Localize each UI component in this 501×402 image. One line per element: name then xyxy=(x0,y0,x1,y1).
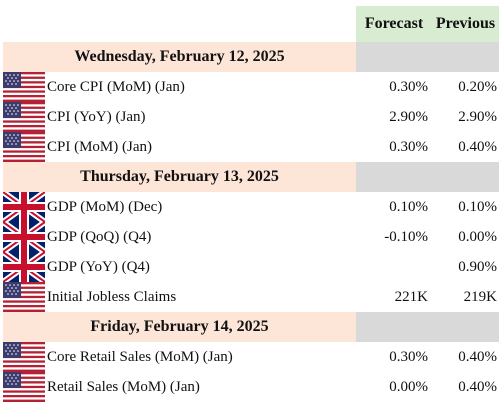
date-label: Wednesday, February 12, 2025 xyxy=(3,42,356,72)
event-row[interactable]: CPI (YoY) (Jan) 2.90% 2.90% xyxy=(3,102,499,132)
forecast-value: 221K xyxy=(394,288,428,305)
forecast-value: -0.10% xyxy=(384,228,428,245)
forecast-value: 0.30% xyxy=(389,138,428,155)
us-flag-icon xyxy=(3,372,45,402)
event-name: Core CPI (MoM) (Jan) xyxy=(47,78,185,95)
previous-value: 0.40% xyxy=(458,378,497,395)
forecast-value: 0.10% xyxy=(389,198,428,215)
event-row[interactable]: Core CPI (MoM) (Jan) 0.30% 0.20% xyxy=(3,72,499,102)
event-row[interactable]: Core Retail Sales (MoM) (Jan) 0.30% 0.40% xyxy=(3,342,499,372)
event-name: Retail Sales (MoM) (Jan) xyxy=(47,378,200,395)
event-name: Core Retail Sales (MoM) (Jan) xyxy=(47,348,233,365)
date-row: Friday, February 14, 2025 xyxy=(3,312,499,342)
previous-value: 0.40% xyxy=(458,348,497,365)
date-label: Friday, February 14, 2025 xyxy=(3,312,356,342)
event-row[interactable]: GDP (YoY) (Q4) 0.90% xyxy=(3,252,499,282)
previous-value: 219K xyxy=(463,288,497,305)
forecast-column-header: Forecast xyxy=(356,6,432,42)
forecast-value: 0.30% xyxy=(389,78,428,95)
date-row-filler xyxy=(356,42,499,72)
event-name: GDP (YoY) (Q4) xyxy=(47,258,150,275)
uk-flag-icon xyxy=(3,192,45,222)
event-row[interactable]: Retail Sales (MoM) (Jan) 0.00% 0.40% xyxy=(3,372,499,402)
previous-column-header: Previous xyxy=(432,6,499,42)
date-row-filler xyxy=(356,312,499,342)
us-flag-icon xyxy=(3,102,45,132)
previous-value: 0.90% xyxy=(458,258,497,275)
uk-flag-icon xyxy=(3,252,45,282)
event-row[interactable]: GDP (MoM) (Dec) 0.10% 0.10% xyxy=(3,192,499,222)
event-row[interactable]: Initial Jobless Claims 221K 219K xyxy=(3,282,499,312)
us-flag-icon xyxy=(3,282,45,312)
previous-value: 0.40% xyxy=(458,138,497,155)
event-name: GDP (MoM) (Dec) xyxy=(47,198,163,215)
us-flag-icon xyxy=(3,342,45,372)
economic-calendar-table: Forecast Previous Wednesday, February 12… xyxy=(3,6,499,402)
previous-value: 2.90% xyxy=(458,108,497,125)
date-row: Wednesday, February 12, 2025 xyxy=(3,42,499,72)
previous-value: 0.20% xyxy=(458,78,497,95)
previous-value: 0.00% xyxy=(458,228,497,245)
forecast-value: 0.00% xyxy=(389,378,428,395)
forecast-value: 0.30% xyxy=(389,348,428,365)
us-flag-icon xyxy=(3,132,45,162)
event-row[interactable]: CPI (MoM) (Jan) 0.30% 0.40% xyxy=(3,132,499,162)
us-flag-icon xyxy=(3,72,45,102)
event-name: Initial Jobless Claims xyxy=(47,288,177,305)
uk-flag-icon xyxy=(3,222,45,252)
event-name: CPI (YoY) (Jan) xyxy=(47,108,146,125)
date-label: Thursday, February 13, 2025 xyxy=(3,162,356,192)
previous-value: 0.10% xyxy=(458,198,497,215)
date-row-filler xyxy=(356,162,499,192)
forecast-value: 2.90% xyxy=(389,108,428,125)
date-row: Thursday, February 13, 2025 xyxy=(3,162,499,192)
event-row[interactable]: GDP (QoQ) (Q4) -0.10% 0.00% xyxy=(3,222,499,252)
event-name: GDP (QoQ) (Q4) xyxy=(47,228,152,245)
table-body: Wednesday, February 12, 2025 Core CPI (M… xyxy=(3,42,499,402)
table-header: Forecast Previous xyxy=(3,6,499,42)
event-name: CPI (MoM) (Jan) xyxy=(47,138,152,155)
